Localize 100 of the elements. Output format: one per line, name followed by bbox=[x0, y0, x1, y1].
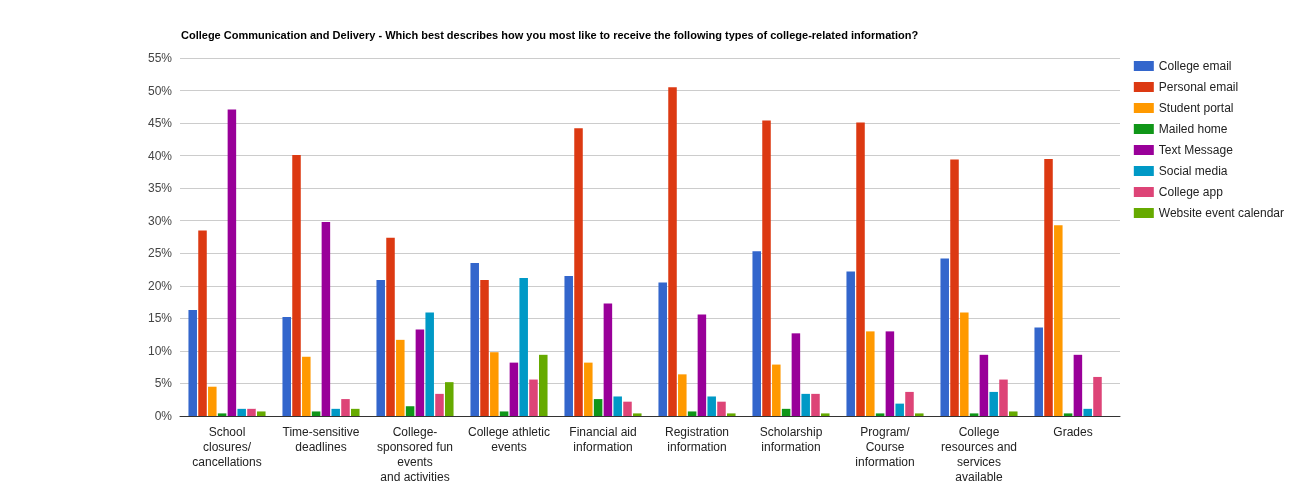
x-tick-label: Grades bbox=[1053, 424, 1093, 439]
bar bbox=[781, 408, 791, 416]
bar bbox=[727, 413, 736, 416]
y-tick-label: 25% bbox=[147, 246, 173, 261]
bar bbox=[613, 396, 622, 416]
bar bbox=[762, 120, 771, 416]
bar bbox=[687, 411, 697, 416]
bar bbox=[875, 413, 885, 416]
bar bbox=[208, 386, 217, 416]
bar bbox=[791, 333, 801, 416]
bar bbox=[237, 408, 246, 416]
y-tick-label: 55% bbox=[147, 51, 173, 65]
bar bbox=[509, 362, 519, 416]
y-tick-label: 40% bbox=[147, 148, 173, 163]
bar bbox=[960, 312, 969, 416]
bar bbox=[811, 393, 820, 416]
x-tick-label: College resources and services available bbox=[940, 424, 1018, 484]
bar bbox=[603, 303, 613, 416]
x-tick-label: Program/ Course information bbox=[855, 424, 915, 469]
bar bbox=[658, 282, 667, 416]
bar bbox=[969, 413, 979, 416]
x-tick-label: Scholarship information bbox=[759, 424, 823, 454]
bar bbox=[905, 391, 914, 416]
y-tick-label: 5% bbox=[154, 376, 173, 391]
legend-label: Student portal bbox=[1158, 101, 1234, 115]
bar bbox=[217, 413, 227, 416]
x-tick-label: College- sponsored fun events and activities bbox=[376, 424, 454, 484]
legend-label: Mailed home bbox=[1158, 122, 1228, 136]
bar bbox=[311, 411, 321, 416]
bar bbox=[801, 393, 810, 416]
x-tick-label: School closures/ cancellations bbox=[192, 424, 262, 469]
bar bbox=[282, 317, 291, 416]
bar bbox=[499, 411, 509, 416]
legend-label: Social media bbox=[1158, 164, 1228, 178]
y-tick-label: 15% bbox=[147, 311, 173, 326]
bar bbox=[425, 312, 434, 416]
chart-title: College Communication and Delivery - Which best describes how you most like to receive the following types of college-related information? bbox=[181, 28, 919, 41]
bar bbox=[915, 413, 924, 416]
bar bbox=[1073, 354, 1083, 416]
bar bbox=[678, 374, 687, 416]
bar bbox=[490, 352, 499, 416]
x-tick-label: Financial aid information bbox=[569, 424, 637, 454]
bar bbox=[321, 222, 331, 416]
bar bbox=[895, 403, 904, 416]
bar bbox=[396, 339, 405, 416]
bar bbox=[376, 279, 385, 416]
bar bbox=[950, 159, 959, 416]
legend-label: College email bbox=[1158, 59, 1232, 73]
bar bbox=[1093, 376, 1102, 416]
bar bbox=[989, 391, 998, 416]
y-tick-label: 45% bbox=[147, 116, 173, 131]
bar bbox=[979, 354, 989, 416]
bar bbox=[247, 408, 256, 416]
legend-label: College app bbox=[1158, 185, 1224, 199]
bar bbox=[331, 408, 340, 416]
bar bbox=[188, 309, 197, 416]
bar bbox=[1054, 225, 1063, 416]
x-tick-label: College athletic events bbox=[467, 424, 551, 454]
bar bbox=[752, 251, 761, 416]
bar bbox=[386, 237, 395, 416]
x-tick-label: Registration information bbox=[664, 424, 730, 454]
x-tick-label: Time-sensitive deadlines bbox=[282, 424, 360, 454]
bar bbox=[866, 331, 875, 416]
y-tick-label: 20% bbox=[147, 278, 173, 293]
bar bbox=[574, 128, 583, 416]
bar bbox=[633, 413, 642, 416]
bar bbox=[435, 393, 444, 416]
bar bbox=[1083, 408, 1092, 416]
bar bbox=[198, 230, 207, 416]
bar bbox=[821, 413, 830, 416]
y-tick-label: 35% bbox=[147, 181, 173, 196]
bar bbox=[668, 87, 677, 416]
bar bbox=[856, 122, 865, 416]
bar bbox=[1063, 413, 1073, 416]
bar bbox=[227, 109, 237, 416]
bar bbox=[405, 406, 415, 416]
bar bbox=[593, 399, 603, 416]
legend-label: Text Message bbox=[1158, 143, 1234, 157]
bar bbox=[445, 382, 454, 416]
legend-label: Personal email bbox=[1158, 80, 1239, 94]
bar bbox=[999, 379, 1008, 416]
bar bbox=[302, 356, 311, 416]
bar bbox=[1044, 158, 1053, 416]
bar bbox=[529, 379, 538, 416]
y-tick-label: 50% bbox=[147, 83, 173, 98]
y-tick-label: 10% bbox=[147, 343, 173, 358]
bar bbox=[717, 401, 726, 416]
bar bbox=[846, 271, 855, 416]
bar bbox=[341, 399, 350, 416]
bar bbox=[480, 279, 489, 416]
bar bbox=[539, 354, 548, 416]
bar bbox=[940, 258, 949, 416]
bar bbox=[707, 396, 716, 416]
bar bbox=[1034, 327, 1043, 416]
bar bbox=[623, 401, 632, 416]
bar bbox=[697, 314, 707, 416]
bar bbox=[415, 329, 425, 416]
bar bbox=[470, 263, 479, 416]
bar bbox=[257, 411, 266, 416]
bar bbox=[564, 276, 573, 416]
